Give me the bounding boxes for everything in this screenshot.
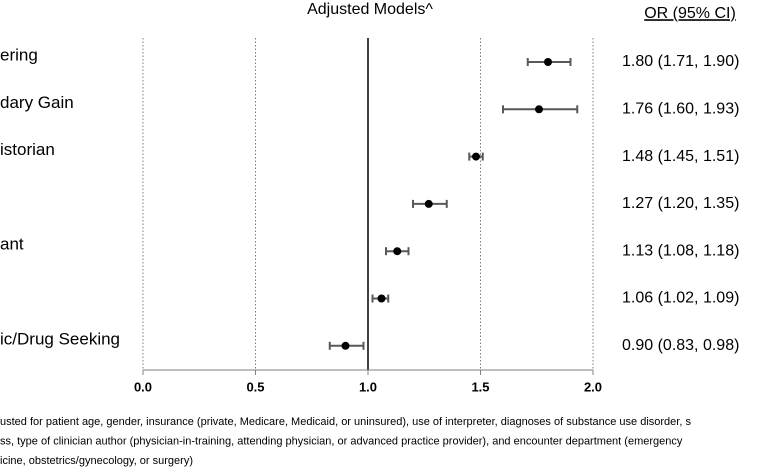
row-label: dary Gain bbox=[0, 93, 74, 112]
value-label: 1.80 (1.71, 1.90) bbox=[622, 53, 739, 70]
footnote: usted for patient age, gender, insurance… bbox=[0, 416, 691, 428]
value-label: 1.27 (1.20, 1.35) bbox=[622, 195, 739, 212]
point-estimate bbox=[377, 294, 386, 303]
x-tick-label: 1.0 bbox=[359, 379, 377, 394]
x-tick-label: 0.5 bbox=[246, 379, 264, 394]
chart-title: Adjusted Models^ bbox=[307, 1, 433, 18]
x-tick-label: 1.5 bbox=[471, 379, 489, 394]
point-estimate bbox=[341, 341, 350, 350]
point-estimate bbox=[544, 58, 552, 66]
row-label: ant bbox=[0, 235, 24, 254]
point-estimate bbox=[424, 199, 433, 208]
point-estimate bbox=[472, 152, 480, 161]
value-label: 1.13 (1.08, 1.18) bbox=[622, 242, 739, 259]
x-tick-label: 0.0 bbox=[134, 379, 152, 394]
row-label: ering bbox=[0, 45, 38, 64]
column-header: OR (95% CI) bbox=[644, 5, 736, 22]
x-tick-label: 2.0 bbox=[584, 379, 602, 394]
footnote: icine, obstetrics/gynecology, or surgery… bbox=[0, 455, 193, 467]
row-label: ic/Drug Seeking bbox=[0, 329, 120, 348]
point-estimate bbox=[393, 247, 402, 256]
value-label: 0.90 (0.83, 0.98) bbox=[622, 337, 739, 354]
footnote: ss, type of clinician author (physician-… bbox=[0, 435, 683, 447]
point-estimate bbox=[535, 105, 543, 114]
row-label: istorian bbox=[0, 140, 55, 159]
value-label: 1.76 (1.60, 1.93) bbox=[622, 101, 739, 118]
value-label: 1.06 (1.02, 1.09) bbox=[622, 290, 739, 307]
value-label: 1.48 (1.45, 1.51) bbox=[622, 148, 739, 165]
